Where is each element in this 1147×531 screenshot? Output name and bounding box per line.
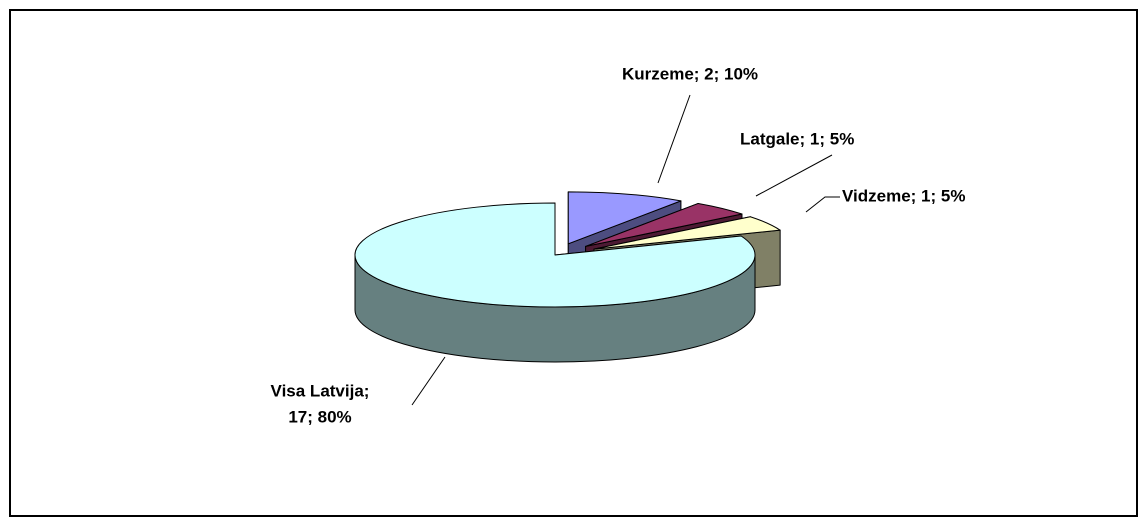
data-label: Latgale; 1; 5%	[740, 129, 854, 148]
data-label: Vidzeme; 1; 5%	[842, 186, 965, 205]
data-label: Kurzeme; 2; 10%	[622, 64, 758, 83]
labels: Kurzeme; 2; 10% Latgale; 1; 5% Vidzeme; 1;…	[271, 64, 966, 426]
slice	[585, 202, 743, 247]
leader-line	[805, 196, 840, 213]
leader-line	[755, 154, 833, 197]
leader-line	[657, 94, 691, 184]
data-label: Visa Latvija;	[271, 381, 370, 400]
data-label: 17; 80%	[288, 407, 351, 426]
slice	[567, 191, 682, 245]
pie	[354, 191, 781, 363]
slice	[354, 202, 756, 308]
slice	[593, 216, 781, 250]
leader-line	[411, 356, 446, 406]
